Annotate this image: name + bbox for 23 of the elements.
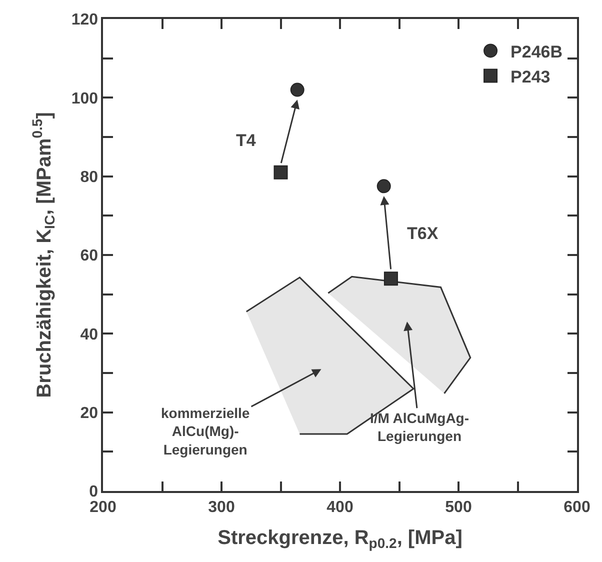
y-tick-label: 100 bbox=[71, 90, 98, 108]
annotation: T4 bbox=[236, 131, 256, 150]
annotation: I/M AlCuMgAg- Legierungen bbox=[370, 410, 470, 444]
point bbox=[376, 179, 391, 194]
y-tick-label: 60 bbox=[80, 248, 98, 265]
point bbox=[290, 82, 304, 97]
annotation: T6X bbox=[407, 224, 439, 243]
legend-label: P243 bbox=[510, 67, 550, 86]
annotation: kommerzielle AlCu(Mg)- Legierungen bbox=[161, 405, 250, 458]
x-tick-label: 300 bbox=[208, 498, 235, 516]
x-tick-label: 400 bbox=[326, 498, 354, 516]
y-tick-label: 80 bbox=[80, 168, 98, 186]
legend-label: P246B bbox=[510, 42, 563, 62]
y-tick-label: 0 bbox=[89, 484, 98, 501]
x-tick-label: 200 bbox=[90, 498, 116, 516]
x-axis-title: Streckgrenze, R$_{p0.2}$, [MPa] bbox=[218, 526, 462, 552]
x-tick-label: 600 bbox=[564, 498, 590, 516]
y-tick-label: 120 bbox=[71, 12, 98, 29]
point bbox=[274, 165, 288, 180]
y-tick-label: 20 bbox=[80, 404, 98, 422]
y-tick-label: 40 bbox=[80, 326, 98, 344]
x-tick-label: 500 bbox=[445, 498, 472, 516]
point bbox=[384, 272, 398, 286]
